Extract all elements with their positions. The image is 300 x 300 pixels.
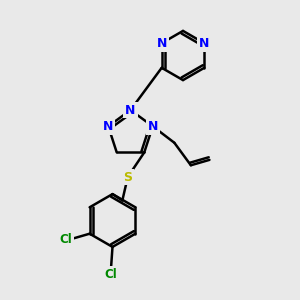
- Text: N: N: [148, 120, 158, 133]
- Text: N: N: [125, 103, 136, 117]
- Text: Cl: Cl: [105, 268, 117, 281]
- Text: N: N: [157, 37, 167, 50]
- Text: N: N: [103, 120, 113, 133]
- Text: S: S: [123, 170, 132, 184]
- Text: Cl: Cl: [59, 232, 72, 246]
- Text: N: N: [199, 37, 209, 50]
